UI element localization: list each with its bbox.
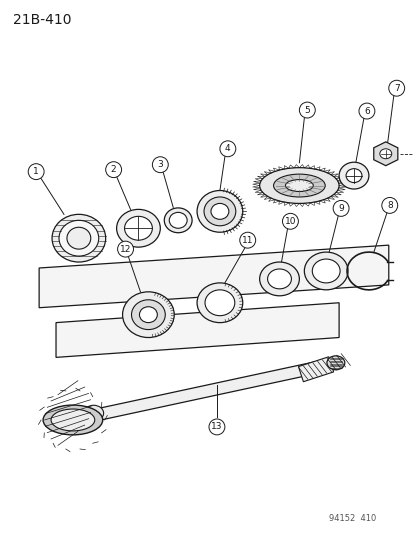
Ellipse shape (285, 180, 313, 191)
Text: 1: 1 (33, 167, 39, 176)
Circle shape (282, 213, 298, 229)
Circle shape (388, 80, 404, 96)
Ellipse shape (204, 290, 234, 316)
Ellipse shape (169, 212, 187, 228)
Ellipse shape (197, 190, 242, 232)
Text: 2: 2 (111, 165, 116, 174)
Ellipse shape (116, 209, 160, 247)
Ellipse shape (43, 405, 102, 435)
Ellipse shape (379, 149, 391, 159)
Text: 8: 8 (386, 201, 392, 210)
Text: 7: 7 (393, 84, 399, 93)
Text: 10: 10 (284, 217, 295, 226)
Ellipse shape (311, 259, 339, 283)
Ellipse shape (83, 405, 103, 421)
Circle shape (117, 241, 133, 257)
Ellipse shape (267, 269, 291, 289)
Circle shape (358, 103, 374, 119)
Text: 12: 12 (120, 245, 131, 254)
Text: 5: 5 (304, 106, 309, 115)
Ellipse shape (59, 220, 98, 256)
Ellipse shape (51, 409, 95, 431)
Polygon shape (373, 142, 397, 166)
Circle shape (152, 157, 168, 173)
Text: 94152  410: 94152 410 (328, 514, 375, 523)
Text: 11: 11 (241, 236, 253, 245)
Ellipse shape (259, 168, 338, 204)
Ellipse shape (345, 168, 361, 183)
Circle shape (381, 197, 397, 213)
Ellipse shape (326, 356, 344, 370)
Ellipse shape (259, 262, 299, 296)
Text: 3: 3 (157, 160, 163, 169)
Ellipse shape (164, 208, 192, 233)
Text: 13: 13 (211, 423, 222, 431)
Ellipse shape (131, 300, 165, 329)
Polygon shape (298, 357, 333, 382)
Text: 21B-410: 21B-410 (13, 13, 71, 27)
Ellipse shape (124, 216, 152, 240)
Ellipse shape (139, 306, 157, 322)
Ellipse shape (338, 162, 368, 189)
Ellipse shape (204, 197, 235, 226)
Ellipse shape (66, 409, 88, 427)
Polygon shape (56, 303, 338, 358)
Ellipse shape (273, 174, 325, 197)
Text: 6: 6 (363, 107, 369, 116)
Polygon shape (39, 245, 388, 308)
Ellipse shape (52, 214, 105, 262)
Ellipse shape (67, 227, 90, 249)
Circle shape (239, 232, 255, 248)
Circle shape (209, 419, 224, 435)
Circle shape (332, 200, 348, 216)
Ellipse shape (304, 252, 347, 290)
Circle shape (105, 161, 121, 177)
Ellipse shape (197, 283, 242, 322)
Ellipse shape (122, 292, 174, 337)
Text: 9: 9 (337, 204, 343, 213)
Circle shape (299, 102, 315, 118)
Polygon shape (71, 359, 332, 426)
Circle shape (219, 141, 235, 157)
Circle shape (28, 164, 44, 180)
Text: 4: 4 (225, 144, 230, 154)
Ellipse shape (211, 204, 228, 219)
